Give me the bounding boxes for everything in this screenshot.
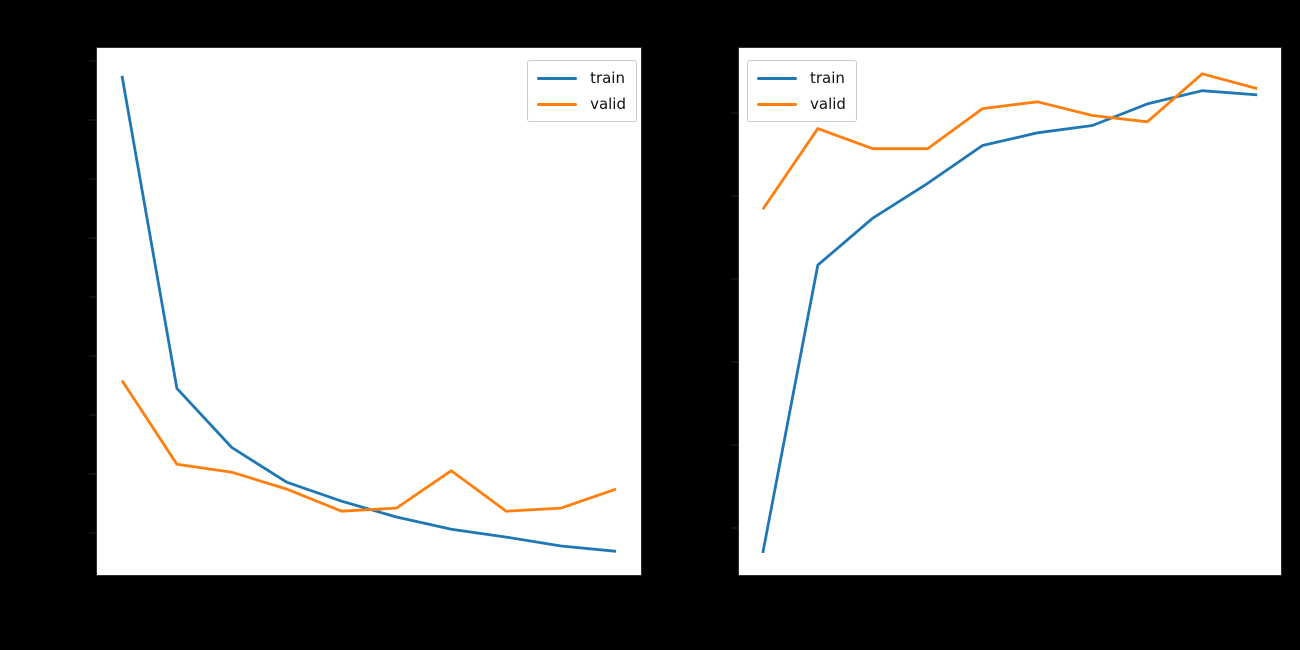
left-chart-canvas — [120, 75, 617, 553]
valid-line-swatch — [537, 102, 578, 106]
legend-label-valid: valid — [810, 95, 846, 113]
legend-item-valid: valid — [537, 93, 626, 115]
y-tick — [89, 236, 96, 239]
train-line — [120, 75, 617, 553]
y-tick — [731, 361, 738, 364]
train-line-swatch — [537, 76, 578, 80]
train-line — [761, 89, 1258, 554]
valid-line — [120, 379, 617, 513]
y-tick — [731, 111, 738, 114]
y-tick — [89, 60, 96, 63]
legend-item-valid: valid — [757, 93, 846, 115]
valid-line — [761, 72, 1258, 211]
y-tick — [731, 195, 738, 198]
legend-label-train: train — [810, 69, 845, 87]
y-tick — [89, 178, 96, 181]
y-tick — [89, 472, 96, 475]
legend: train valid — [527, 60, 637, 122]
left-chart: train valid — [89, 47, 642, 576]
train-line-swatch — [757, 76, 797, 80]
legend-label-train: train — [590, 69, 625, 87]
valid-line-swatch — [757, 102, 797, 106]
y-tick — [89, 354, 96, 357]
legend-item-train: train — [537, 67, 626, 89]
y-tick — [89, 531, 96, 534]
y-tick — [731, 443, 738, 446]
y-tick — [89, 119, 96, 122]
right-chart-canvas — [761, 72, 1258, 554]
y-tick — [731, 527, 738, 530]
right-chart: train valid — [731, 47, 1282, 576]
y-tick — [731, 277, 738, 280]
legend: train valid — [747, 60, 857, 122]
legend-label-valid: valid — [590, 95, 626, 113]
y-tick — [89, 295, 96, 298]
legend-item-train: train — [757, 67, 846, 89]
y-tick — [89, 413, 96, 416]
